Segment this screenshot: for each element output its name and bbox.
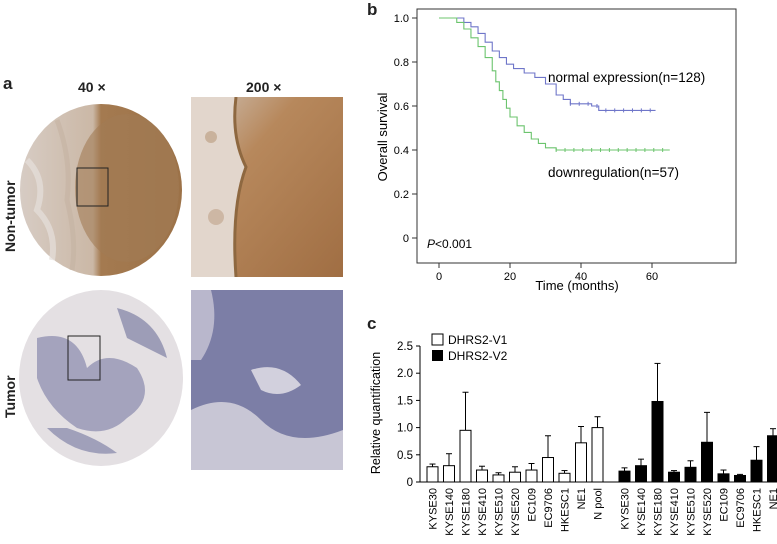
bar-xlabel: KYSE180 (653, 488, 665, 536)
bar-v2 (684, 466, 697, 483)
bar-xlabel: KYSE140 (636, 488, 648, 536)
bar-v1 (591, 427, 604, 483)
micrograph-non-tumor-40x (20, 104, 182, 276)
bar-v1 (426, 466, 439, 483)
bar-xlabel: N pool (593, 488, 605, 520)
survival-pvalue: P<0.001 (427, 237, 472, 251)
expression-bar-chart: Relative quantification 0 0.5 1.0 1.5 2.0 2.5… (369, 333, 777, 536)
bar-ylabel: Relative quantification (369, 352, 383, 474)
micrograph-non-tumor-200x (191, 97, 343, 277)
bar-v2 (750, 459, 763, 483)
bar-xlabel: KYSE410 (477, 488, 489, 536)
survival-label-down: downregulation(n=57) (548, 165, 679, 180)
survival-ytick-label: 0 (403, 233, 409, 245)
survival-ytick-label: 0.4 (394, 145, 409, 157)
bar-v1 (476, 469, 488, 483)
bar-xlabel: KYSE520 (702, 488, 714, 536)
bar-v2 (701, 441, 713, 483)
bar-v2 (734, 474, 746, 483)
bar-v2 (618, 470, 631, 483)
micrograph-tumor-200x (191, 290, 343, 470)
legend-v2-swatch (432, 350, 443, 361)
legend-v2-label: DHRS2-V2 (448, 349, 508, 363)
survival-ytick-label: 1.0 (394, 13, 409, 25)
survival-label-normal: normal expression(n=128) (548, 70, 705, 85)
bar-v1 (509, 471, 521, 483)
bar-ytick-label: 2.0 (397, 368, 413, 380)
bar-ytick-label: 2.5 (397, 341, 413, 353)
survival-ytick-label: 0.2 (394, 189, 409, 201)
micrograph-tumor-40x (19, 290, 183, 466)
survival-curve-normal (439, 17, 656, 111)
mag-40x-label: 40 × (78, 79, 106, 95)
bar-ytick-label: 1.5 (397, 395, 413, 407)
bar-xlabel: KYSE180 (461, 488, 473, 536)
bar-v2 (717, 473, 730, 483)
bar-xlabel: EC109 (719, 488, 731, 522)
bar-xlabel: NE1 (768, 488, 777, 509)
bar-xlabel: KYSE410 (669, 488, 681, 536)
bar-v2 (668, 471, 680, 483)
survival-plot-frame (416, 8, 737, 264)
bar-xlabel: EC9706 (543, 488, 555, 528)
survival-xtick-label: 20 (504, 271, 516, 283)
bar-v1 (492, 474, 505, 483)
bar-v1 (558, 472, 571, 483)
survival-xtick-label: 0 (436, 271, 442, 283)
survival-curve-down (439, 17, 670, 151)
survival-chart: Overall survival Time (months) 0 0.2 0.4 0.… (375, 8, 737, 293)
bar-v1 (542, 457, 554, 483)
bar-ytick-label: 1.0 (397, 423, 413, 435)
bar-xlabel: KYSE510 (494, 488, 506, 536)
mag-200x-label: 200 × (246, 79, 282, 95)
bar-xlabel: KYSE30 (428, 488, 440, 530)
bar-xlabel: HKESC1 (752, 488, 764, 532)
survival-ylabel: Overall survival (375, 92, 390, 181)
bar-xlabel: KYSE30 (620, 488, 632, 530)
bar-xlabel: EC109 (527, 488, 539, 522)
bar-v1 (575, 442, 587, 483)
panel-a-letter: a (3, 74, 13, 93)
bar-v1 (525, 469, 538, 483)
row-label-non-tumor: Non-tumor (2, 180, 18, 252)
legend-v1-swatch (431, 333, 444, 346)
bar-xlabel: HKESC1 (560, 488, 572, 532)
legend-v1-label: DHRS2-V1 (448, 333, 508, 347)
bar-v1 (443, 465, 455, 483)
panel-b-letter: b (367, 0, 378, 19)
bar-ytick-label: 0 (407, 477, 413, 489)
bar-v2 (767, 435, 777, 483)
panel-c-letter: c (367, 314, 377, 333)
survival-xtick-label: 60 (646, 271, 658, 283)
bar-v2 (651, 400, 664, 483)
row-label-tumor: Tumor (2, 375, 18, 418)
bar-xlabel: KYSE510 (686, 488, 698, 536)
bar-xlabel: EC9706 (735, 488, 747, 528)
bar-v2 (635, 465, 647, 483)
bar-ytick-label: 0.5 (397, 450, 413, 462)
survival-ytick-label: 0.6 (394, 101, 409, 113)
survival-xlabel: Time (months) (535, 278, 618, 293)
bar-xlabel: KYSE520 (510, 488, 522, 536)
zoom-box-tumor (67, 335, 101, 381)
survival-ytick-label: 0.8 (394, 57, 409, 69)
bar-xlabel: NE1 (576, 488, 588, 509)
bar-v1 (459, 429, 472, 483)
survival-xtick-label: 40 (575, 271, 587, 283)
bar-xlabel: KYSE140 (444, 488, 456, 536)
zoom-box-non-tumor (76, 167, 109, 207)
